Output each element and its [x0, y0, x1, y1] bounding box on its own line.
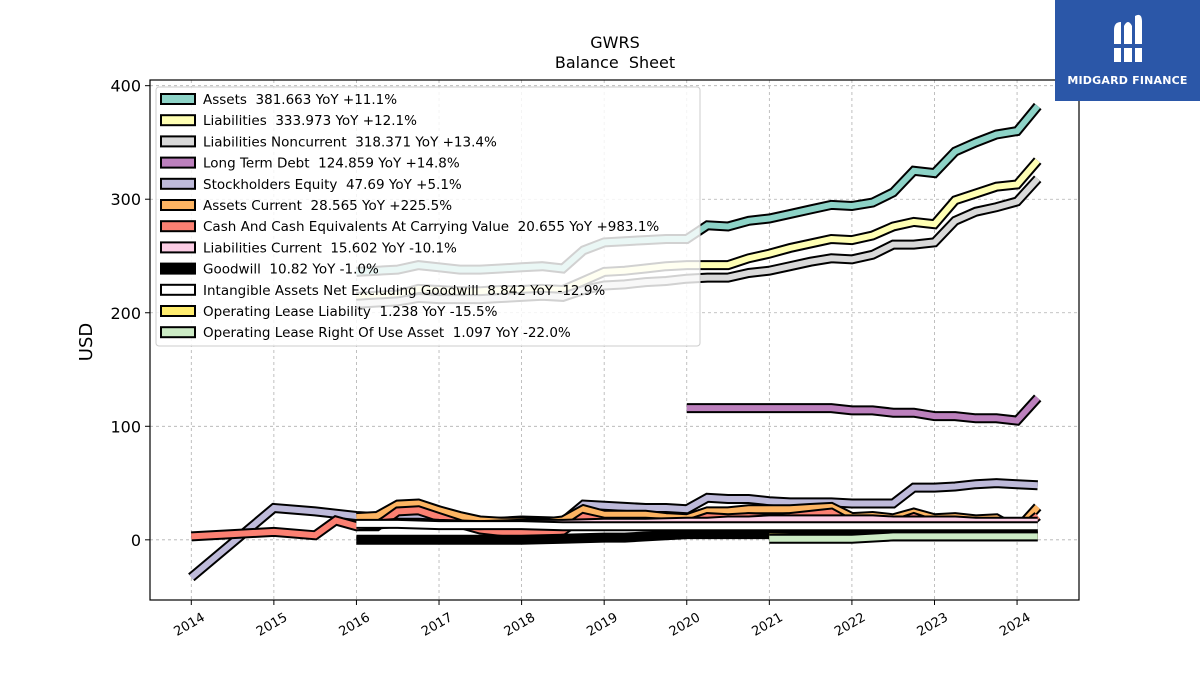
legend-swatch [160, 177, 196, 190]
legend-entry: Cash And Cash Equivalents At Carrying Va… [203, 219, 659, 235]
legend-entry: Assets Current 28.565 YoY +225.5% [203, 198, 452, 214]
legend-swatch [160, 305, 196, 317]
series-line-fill [686, 395, 1040, 424]
legend-entry: Stockholders Equity 47.69 YoY +5.1% [203, 177, 462, 193]
y-tick-label: 400 [110, 77, 141, 96]
x-tick-label: 2024 [997, 610, 1033, 640]
plot-area-frame [149, 79, 1080, 601]
series-line [686, 394, 1042, 426]
legend-entry: Liabilities Noncurrent 318.371 YoY +13.4… [203, 134, 497, 150]
x-tick-label: 2015 [254, 610, 290, 640]
legend-frame [155, 86, 701, 347]
x-tick-label: 2016 [337, 610, 373, 640]
legend-swatch [160, 156, 196, 169]
legend-entry: Operating Lease Right Of Use Asset 1.097… [203, 325, 571, 341]
y-tick-label: 200 [110, 304, 141, 323]
legend-swatch [160, 283, 196, 296]
legend-swatch [160, 93, 196, 105]
x-tick-label: 2023 [915, 610, 951, 640]
x-tick-label: 2014 [171, 610, 207, 640]
legend-swatch [160, 241, 196, 254]
y-tick-label: 100 [110, 417, 141, 436]
legend-swatch [160, 220, 196, 233]
legend-swatch [160, 326, 196, 339]
x-tick-label: 2018 [502, 610, 538, 640]
legend-entry: Intangible Assets Net Excluding Goodwill… [203, 283, 605, 299]
x-tick-label: 2019 [584, 610, 620, 640]
brand-name: MIDGARD FINANCE [1067, 74, 1188, 87]
legend-swatch [160, 199, 196, 211]
x-tick-label: 2021 [750, 610, 786, 640]
legend-entry: Long Term Debt 124.859 YoY +14.8% [203, 156, 460, 172]
y-tick-label: 300 [110, 190, 141, 209]
chart-subtitle: Balance Sheet [555, 53, 675, 72]
chart-title: GWRS [590, 33, 640, 52]
midgard-m-logo-icon [1104, 8, 1152, 70]
y-tick-label: 0 [131, 531, 141, 550]
y-axis-label: USD [76, 323, 97, 361]
series-line [356, 518, 1038, 532]
legend-entry: Goodwill 10.82 YoY -1.0% [203, 262, 379, 278]
brand-logo: MIDGARD FINANCE [1055, 0, 1200, 101]
x-tick-label: 2020 [667, 610, 703, 640]
legend: Assets 381.663 YoY +11.1% Liabilities 333… [155, 86, 701, 347]
legend-swatch [160, 135, 196, 148]
legend-entry: Liabilities 333.973 YoY +12.1% [203, 113, 417, 129]
x-tick-label: 2017 [419, 610, 455, 640]
series-line-fill [769, 533, 1038, 542]
legend-entry: Operating Lease Liability 1.238 YoY -15.… [203, 304, 498, 320]
series-line [769, 531, 1038, 544]
x-tick-label: 2022 [832, 610, 868, 640]
series-line-fill [356, 520, 1038, 530]
legend-entry: Assets 381.663 YoY +11.1% [203, 92, 397, 108]
legend-swatch [160, 114, 196, 127]
legend-entry: Liabilities Current 15.602 YoY -10.1% [203, 240, 457, 256]
legend-swatch [160, 262, 196, 275]
